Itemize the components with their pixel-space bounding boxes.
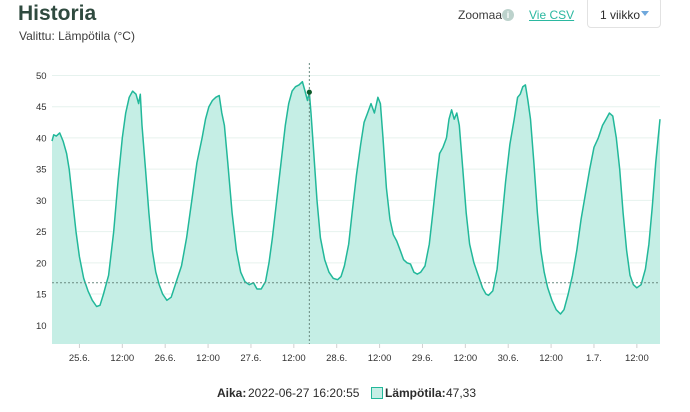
x-tick-label: 12:00 bbox=[625, 353, 649, 364]
time-label: Aika: bbox=[217, 386, 247, 400]
x-tick-label: 28.6. bbox=[326, 353, 347, 364]
x-tick-label: 30.6. bbox=[498, 353, 519, 364]
x-tick-label: 1.7. bbox=[586, 353, 602, 364]
x-axis-labels: 25.6. 12:00 26.6. 12:00 27.6. 12:00 28.6. 12:00… bbox=[69, 344, 649, 364]
x-tick-label: 12:00 bbox=[368, 353, 392, 364]
time-value: 2022-06-27 16:20:55 bbox=[248, 386, 360, 400]
y-tick-label: 25 bbox=[36, 227, 47, 238]
y-tick-label: 35 bbox=[36, 165, 47, 176]
temperature-series-line bbox=[51, 80, 661, 315]
time-range-select[interactable]: 1 viikko bbox=[587, 0, 661, 28]
x-tick-label: 12:00 bbox=[453, 353, 477, 364]
x-tick-label: 12:00 bbox=[539, 353, 563, 364]
export-csv-link[interactable]: Vie CSV bbox=[529, 8, 575, 22]
x-tick-label: 29.6. bbox=[412, 353, 433, 364]
info-icon[interactable]: i bbox=[502, 9, 514, 21]
x-tick-label: 12:00 bbox=[110, 353, 134, 364]
x-tick-label: 12:00 bbox=[282, 353, 306, 364]
x-tick-label: 12:00 bbox=[196, 353, 220, 364]
temperature-area-fill bbox=[52, 81, 660, 344]
y-tick-label: 20 bbox=[36, 258, 47, 269]
zoom-label: Zoomaa bbox=[458, 8, 503, 22]
chevron-down-icon bbox=[641, 11, 649, 16]
page-title: Historia bbox=[18, 2, 97, 25]
hover-point-marker bbox=[306, 89, 312, 95]
selected-series-subtitle: Valittu: Lämpötila (°C) bbox=[19, 29, 135, 43]
x-tick-label: 27.6. bbox=[240, 353, 261, 364]
y-tick-label: 40 bbox=[36, 133, 47, 144]
y-tick-label: 45 bbox=[36, 102, 47, 113]
x-tick-label: 26.6. bbox=[155, 353, 176, 364]
y-tick-label: 50 bbox=[36, 71, 47, 82]
time-range-select-value: 1 viikko bbox=[600, 8, 641, 22]
y-tick-label: 15 bbox=[36, 290, 47, 301]
y-tick-label: 30 bbox=[36, 196, 47, 207]
series-label: Lämpötila: bbox=[385, 386, 446, 400]
series-value: 47,33 bbox=[446, 386, 477, 400]
series-swatch bbox=[371, 387, 383, 399]
y-axis-labels: 10 15 20 25 30 35 40 45 50 bbox=[36, 71, 47, 332]
x-tick-label: 25.6. bbox=[69, 353, 90, 364]
y-tick-label: 10 bbox=[36, 321, 47, 332]
